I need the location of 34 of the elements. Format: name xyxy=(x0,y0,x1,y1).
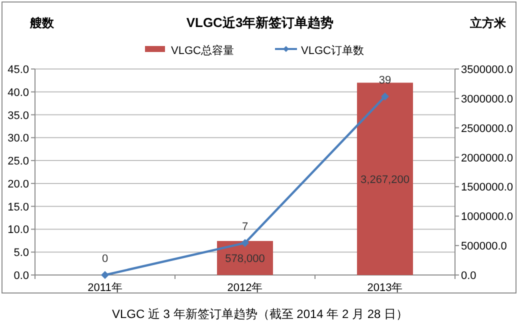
y-tick-label: 15.0 xyxy=(8,201,29,214)
y2-tick-label: 0.0 xyxy=(461,270,476,282)
x-tick-label: 2013年 xyxy=(367,282,403,294)
data-label: 0 xyxy=(102,253,108,265)
y-axis-title: 艘数 xyxy=(29,16,55,30)
y2-tick-label: 1500000.0 xyxy=(461,182,513,194)
y-tick-label: 40.0 xyxy=(8,86,29,99)
data-label: 578,000 xyxy=(225,252,265,265)
chart-title: VLGC近3年新签订单趋势 xyxy=(186,15,334,30)
point xyxy=(381,92,389,100)
y-tick-label: 45.0 xyxy=(8,64,29,76)
point xyxy=(241,238,249,247)
x-tick-label: 2011年 xyxy=(88,282,122,294)
y-tick-label: 5.0 xyxy=(14,247,29,260)
x-tick-label: 2012年 xyxy=(227,282,263,294)
y-tick-label: 0.0 xyxy=(14,270,29,282)
y2-tick-label: 500000.0 xyxy=(461,240,507,253)
y-tick-label: 30.0 xyxy=(8,132,29,145)
y-tick-label: 25.0 xyxy=(8,156,29,168)
y2-tick-label: 1000000.0 xyxy=(461,211,513,224)
y-tick-label: 10.0 xyxy=(8,224,29,236)
y2-tick-label: 3000000.0 xyxy=(461,93,513,106)
legend-label: VLGC订单数 xyxy=(301,44,364,57)
y2-tick-label: 2500000.0 xyxy=(461,122,513,135)
y2-tick-label: 3500000.0 xyxy=(461,64,513,76)
point xyxy=(101,271,109,279)
data-label: 3,267,200 xyxy=(360,174,410,186)
y2-axis-title: 立方米 xyxy=(469,16,507,30)
data-label: 7 xyxy=(242,220,248,233)
legend-label: VLGC总容量 xyxy=(171,44,234,57)
text: VLGC 近 3 年新签订单趋势（截至 2014 年 2 月 28 日） xyxy=(112,307,408,321)
y-tick-label: 20.0 xyxy=(8,178,29,190)
y-tick-label: 35.0 xyxy=(8,110,29,122)
y2-tick-label: 2000000.0 xyxy=(461,152,513,164)
